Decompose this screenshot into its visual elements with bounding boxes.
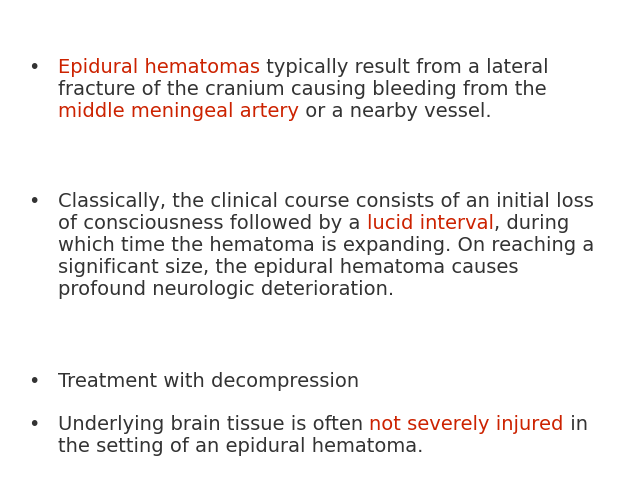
Text: lucid interval: lucid interval	[367, 214, 493, 233]
Text: Treatment with decompression: Treatment with decompression	[58, 372, 359, 391]
Text: •: •	[28, 58, 40, 77]
Text: •: •	[28, 415, 40, 434]
Text: which time the hematoma is expanding. On reaching a: which time the hematoma is expanding. On…	[58, 236, 595, 255]
Text: of consciousness followed by a: of consciousness followed by a	[58, 214, 367, 233]
Text: fracture of the cranium causing bleeding from the: fracture of the cranium causing bleeding…	[58, 80, 547, 98]
Text: , during: , during	[493, 214, 569, 233]
Text: typically result from a lateral: typically result from a lateral	[260, 58, 548, 77]
Text: Underlying brain tissue is often: Underlying brain tissue is often	[58, 415, 369, 434]
Text: significant size, the epidural hematoma causes: significant size, the epidural hematoma …	[58, 258, 518, 277]
Text: •: •	[28, 372, 40, 391]
Text: middle meningeal artery: middle meningeal artery	[58, 102, 299, 120]
Text: profound neurologic deterioration.: profound neurologic deterioration.	[58, 280, 394, 299]
Text: or a nearby vessel.: or a nearby vessel.	[299, 102, 492, 120]
Text: the setting of an epidural hematoma.: the setting of an epidural hematoma.	[58, 437, 424, 456]
Text: not severely injured: not severely injured	[369, 415, 564, 434]
Text: •: •	[28, 192, 40, 211]
Text: Classically, the clinical course consists of an initial loss: Classically, the clinical course consist…	[58, 192, 594, 211]
Text: Epidural hematomas: Epidural hematomas	[58, 58, 260, 77]
Text: in: in	[564, 415, 588, 434]
